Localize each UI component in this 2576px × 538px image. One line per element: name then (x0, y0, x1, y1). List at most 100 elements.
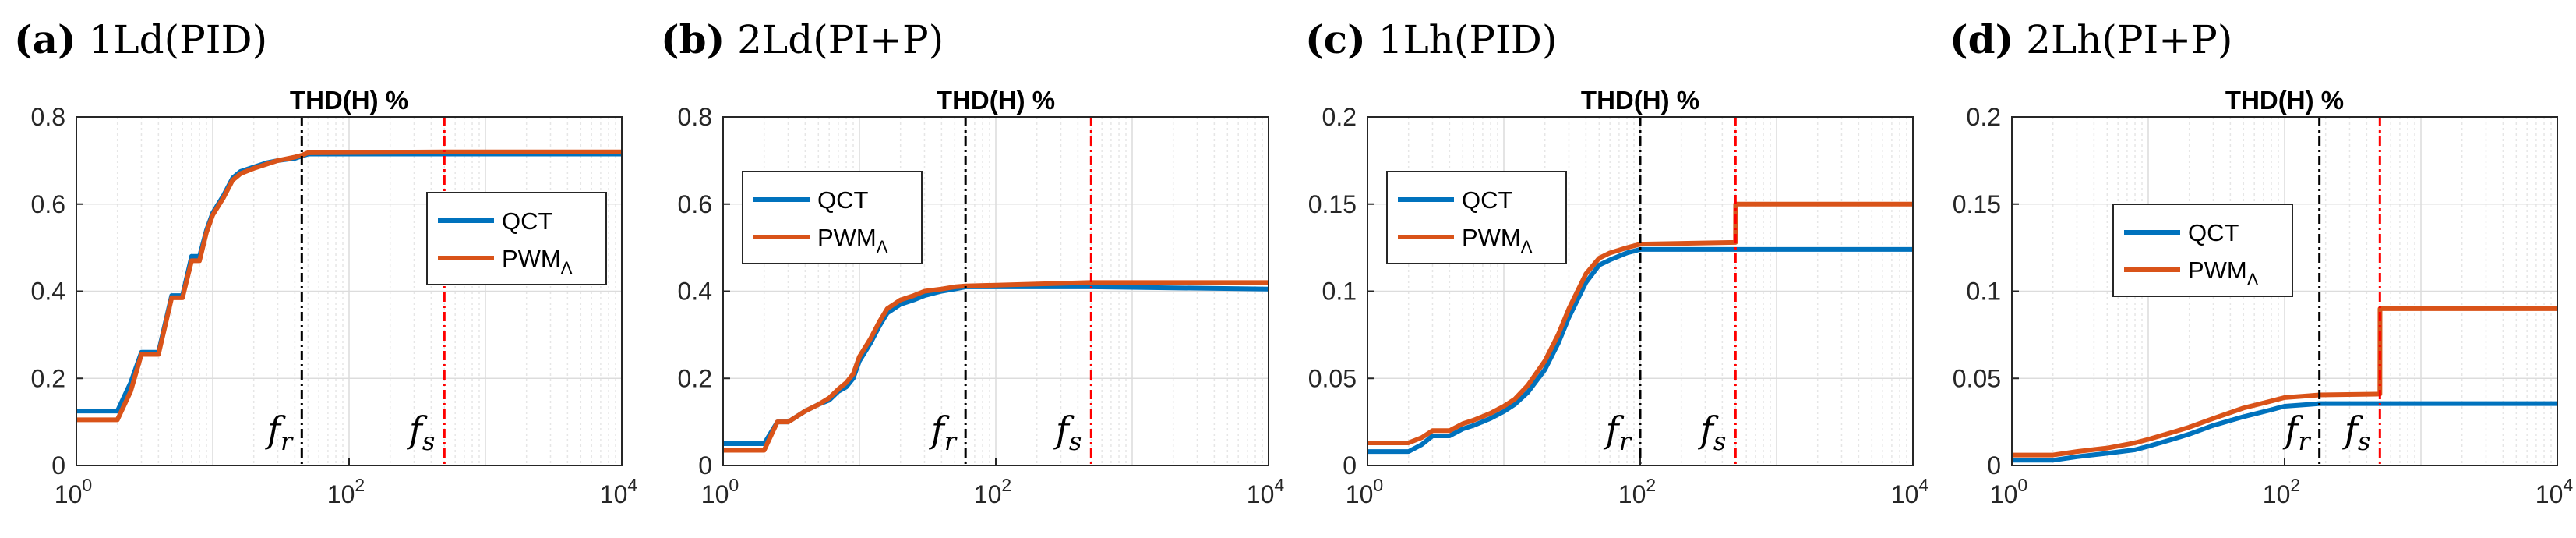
x-tick-exponent: 2 (2290, 475, 2300, 495)
panel-title: 1Ld(PID) (76, 17, 267, 62)
x-tick-label: 100 (1346, 475, 1383, 508)
legend-label-text: QCT (1462, 186, 1513, 214)
y-tick-label: 0.2 (678, 364, 712, 392)
legend-label: QCT (502, 207, 553, 235)
x-tick-exponent: 0 (1373, 475, 1383, 495)
axis-title: THD(H) % (937, 86, 1055, 115)
legend-label: QCT (2188, 219, 2239, 246)
x-tick-base: 10 (327, 480, 355, 508)
vline-label: fr (265, 409, 294, 456)
panel-title: 1Lh(PID) (1366, 17, 1558, 62)
y-tick-label: 0.8 (678, 103, 712, 131)
x-tick-base: 10 (2535, 480, 2564, 508)
panel-letter: (b) (661, 16, 725, 62)
legend: QCT PWMΛ (1386, 171, 1567, 264)
panel-letter: (a) (14, 16, 76, 62)
vline-label-subscript: s (1713, 427, 1726, 456)
x-tick-label: 104 (600, 475, 638, 508)
series-line-pwm (723, 280, 1269, 453)
legend-label-text: PWM (1462, 224, 1521, 251)
legend-label-text: QCT (2188, 219, 2239, 246)
y-tick-label: 0.1 (1967, 278, 2001, 306)
y-tick-label: 0.15 (1953, 190, 2001, 218)
legend-label: PWMΛ (1462, 224, 1533, 257)
panel-heading: (c) 1Lh(PID) (1305, 16, 1557, 62)
vline-label-subscript: r (281, 427, 294, 456)
series-line-pwm (76, 149, 622, 423)
y-tick-label: 0.4 (678, 278, 712, 306)
x-tick-base: 10 (974, 480, 1002, 508)
legend-label: PWMΛ (502, 245, 573, 278)
x-tick-base: 10 (1891, 480, 1919, 508)
vline-label-subscript: r (2298, 427, 2311, 456)
x-tick-exponent: 2 (1001, 475, 1011, 495)
x-tick-label: 102 (2263, 475, 2300, 508)
vline-label-subscript: r (1619, 427, 1632, 456)
x-tick-base: 10 (701, 480, 729, 508)
y-tick-label: 0.15 (1308, 190, 1357, 218)
legend-label-subscript: Λ (877, 237, 888, 257)
x-tick-exponent: 4 (627, 475, 637, 495)
legend-label-text: PWM (817, 224, 877, 251)
x-tick-label: 100 (701, 475, 739, 508)
y-tick-label: 0.6 (678, 190, 712, 218)
legend: QCT PWMΛ (2112, 204, 2293, 297)
legend-label-subscript: Λ (561, 258, 573, 278)
x-tick-exponent: 4 (1918, 475, 1928, 495)
legend-label-text: PWM (2188, 257, 2247, 284)
x-tick-base: 10 (1990, 480, 2018, 508)
legend-label: PWMΛ (2188, 257, 2259, 289)
y-tick-label: 0 (698, 451, 712, 480)
x-tick-exponent: 0 (2017, 475, 2027, 495)
y-tick-label: 0.2 (31, 364, 65, 392)
legend-label-text: QCT (502, 207, 553, 235)
y-tick-label: 0 (51, 451, 65, 480)
y-tick-label: 0.05 (1953, 364, 2001, 392)
vline-label-subscript: s (2358, 427, 2370, 456)
y-tick-label: 0.4 (31, 278, 65, 306)
legend-label-text: QCT (817, 186, 869, 214)
legend-box (742, 171, 923, 264)
series-line-pwm (2012, 306, 2557, 458)
legend-box (2112, 204, 2293, 297)
legend-label: PWMΛ (817, 224, 888, 257)
x-tick-exponent: 2 (355, 475, 365, 495)
x-tick-label: 104 (1247, 475, 1285, 508)
vline-label-subscript: r (944, 427, 958, 456)
x-tick-label: 102 (1618, 475, 1656, 508)
x-tick-exponent: 0 (82, 475, 92, 495)
legend: QCT PWMΛ (426, 192, 607, 285)
x-tick-base: 10 (1247, 480, 1275, 508)
x-tick-exponent: 4 (1274, 475, 1284, 495)
x-tick-exponent: 4 (2563, 475, 2573, 495)
vline-label-subscript: s (422, 427, 435, 456)
panel-letter: (d) (1950, 16, 2013, 62)
x-tick-label: 100 (55, 475, 92, 508)
legend-label: QCT (1462, 186, 1513, 214)
legend: QCT PWMΛ (742, 171, 923, 264)
x-tick-exponent: 0 (729, 475, 739, 495)
series-line-qct (2012, 401, 2557, 463)
y-tick-label: 0.2 (1967, 103, 2001, 131)
panel-heading: (b) 2Ld(PI+P) (661, 16, 944, 62)
panel-heading: (d) 2Lh(PI+P) (1950, 16, 2232, 62)
y-tick-label: 0.05 (1308, 364, 1357, 392)
axis-title: THD(H) % (2225, 86, 2344, 115)
legend-box (1386, 171, 1567, 264)
y-tick-label: 0.8 (31, 103, 65, 131)
x-tick-base: 10 (2263, 480, 2291, 508)
axis-title: THD(H) % (1581, 86, 1699, 115)
panel-letter: (c) (1305, 16, 1366, 62)
legend-label-subscript: Λ (2247, 270, 2259, 289)
vline-label: fs (1053, 409, 1082, 456)
y-tick-label: 0 (1987, 451, 2001, 480)
legend-label-subscript: Λ (1521, 237, 1533, 257)
y-tick-label: 0 (1343, 451, 1357, 480)
x-tick-base: 10 (55, 480, 83, 508)
axis-title: THD(H) % (290, 86, 408, 115)
